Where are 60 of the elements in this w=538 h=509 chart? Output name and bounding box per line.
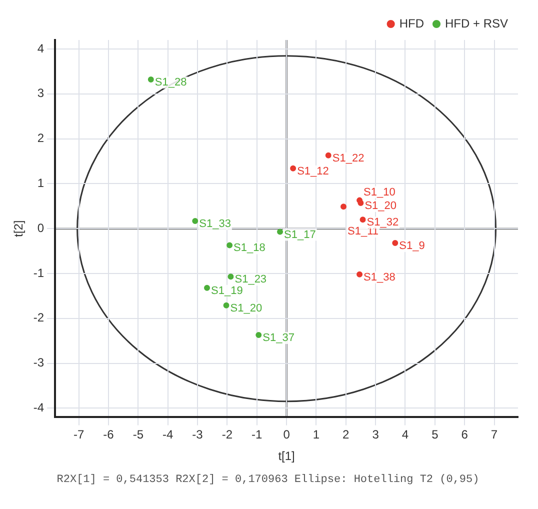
annotation: S1_38 [364, 271, 396, 284]
point [392, 240, 398, 246]
point [204, 284, 210, 291]
y-tick-label: 3 [37, 86, 44, 100]
x-tick-label: -2 [222, 428, 233, 442]
point [256, 332, 262, 338]
x-tick-label: -3 [192, 428, 204, 442]
x-tick-label: -5 [132, 428, 144, 442]
annotation: S1_22 [332, 152, 364, 164]
x-tick-label: 1 [312, 428, 320, 442]
annotation: S1_10 [364, 186, 396, 198]
x-tick-label: -7 [73, 428, 84, 442]
annotation: S1_33 [199, 218, 231, 230]
annotation: S1_28 [154, 76, 187, 89]
x-axis-title: t[1] [278, 449, 295, 464]
point [277, 228, 284, 235]
annotation: S1_20 [364, 200, 397, 212]
x-tick-label: -4 [162, 428, 174, 442]
point [290, 165, 296, 172]
annotation: S1_20 [230, 302, 262, 314]
point [223, 302, 230, 308]
y-tick-label: -4 [33, 400, 44, 415]
annotation: S1_23 [234, 274, 267, 286]
y-tick-label: -3 [33, 356, 44, 370]
x-tick-label: 4 [402, 428, 409, 442]
x-tick-label: -6 [103, 428, 114, 442]
point [356, 271, 363, 278]
legend-label: HFD + RSV [444, 16, 508, 30]
y-axis-title: t[2] [12, 220, 26, 237]
x-tick-label: 3 [372, 428, 380, 442]
text: R2X[1] = 0,541353 R2X[2] = 0,170963 Ellipse: Hotelling T2 (0,95) [56, 474, 480, 486]
point [226, 242, 233, 248]
y-tick-label: 4 [37, 41, 44, 56]
y-tick-label: 0 [37, 220, 44, 235]
annotation: S1_11 [348, 226, 379, 238]
annotation: S1_32 [366, 216, 399, 229]
annotation: S1_37 [262, 332, 294, 344]
point [360, 216, 366, 223]
annotation: S1_12 [297, 165, 329, 178]
point [340, 204, 347, 210]
x-tick-label: 7 [490, 428, 498, 442]
annotation: S1_18 [234, 242, 266, 254]
legend-label: HFD [399, 16, 424, 30]
annotation: S1_9 [399, 240, 425, 252]
point [192, 218, 198, 224]
y-tick-label: 2 [37, 131, 44, 146]
x-tick-label: 5 [432, 428, 439, 442]
point [228, 274, 234, 280]
x-tick-label: 2 [342, 428, 350, 442]
y-tick-label: -2 [33, 310, 44, 325]
annotation: S1_19 [211, 284, 243, 297]
y-tick-label: 1 [37, 176, 44, 190]
x-tick-label: -1 [252, 428, 263, 442]
y-tick-label: -1 [33, 266, 44, 280]
annotation: S1_17 [284, 228, 316, 241]
point [148, 76, 154, 83]
point [358, 200, 364, 206]
x-tick-label: 6 [461, 428, 468, 442]
point [325, 152, 332, 158]
x-tick-label: 0 [283, 428, 290, 442]
